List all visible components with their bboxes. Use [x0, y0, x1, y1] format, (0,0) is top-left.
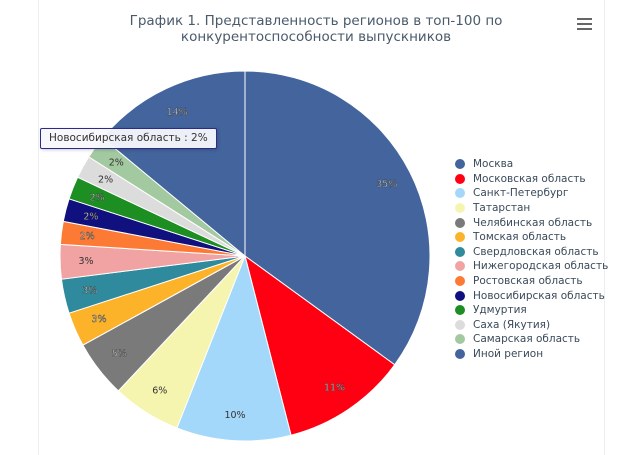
data-label: 3% [82, 286, 97, 297]
legend-label: Ростовская область [473, 275, 583, 288]
legend-item[interactable]: Нижегородская область [455, 259, 608, 274]
data-label: 2% [98, 174, 113, 185]
legend-marker [455, 203, 465, 214]
legend-item[interactable]: Московская область [455, 172, 608, 187]
data-label: 2% [83, 211, 98, 222]
tooltip: Новосибирская область : 2% [40, 128, 217, 149]
data-label: 2% [90, 192, 105, 203]
legend-label: Татарстан [473, 202, 531, 215]
legend-label: Московская область [473, 172, 586, 185]
legend-marker [455, 246, 465, 257]
legend-label: Саха (Якутия) [473, 318, 551, 331]
legend-label: Иной регион [473, 348, 544, 361]
legend-marker [455, 334, 465, 345]
legend-marker [455, 276, 465, 287]
legend-marker [455, 217, 465, 228]
legend-marker [455, 290, 465, 301]
chart-title: График 1. Представленность регионов в то… [129, 13, 503, 45]
legend-label: Свердловская область [473, 245, 599, 258]
data-label: 2% [109, 157, 124, 168]
data-label: 2% [80, 231, 95, 242]
legend-item[interactable]: Татарстан [455, 201, 608, 216]
chart-container [38, 0, 605, 455]
legend-item[interactable]: Саха (Якутия) [455, 318, 608, 333]
legend-marker [455, 188, 465, 199]
legend-marker [455, 232, 465, 243]
legend-item[interactable]: Санкт-Петербург [455, 186, 608, 201]
legend-label: Санкт-Петербург [473, 187, 569, 200]
legend-marker [455, 159, 465, 170]
legend-item[interactable]: Томская область [455, 230, 608, 245]
hamburger-menu-icon[interactable] [577, 18, 592, 32]
legend-label: Москва [473, 158, 514, 171]
legend: Москва Московская область Санкт-Петербург Т… [455, 157, 608, 361]
pie-slice[interactable] [244, 254, 396, 436]
legend-label: Челябинская область [473, 216, 593, 229]
data-label: 14% [167, 107, 188, 118]
legend-item[interactable]: Иной регион [455, 347, 608, 362]
legend-label: Самарская область [473, 333, 581, 346]
pie-slice[interactable] [244, 70, 431, 366]
data-label: 10% [224, 410, 245, 421]
legend-marker [455, 305, 465, 316]
legend-item[interactable]: Удмуртия [455, 303, 608, 318]
data-label: 35% [376, 179, 397, 190]
data-label: 3% [78, 256, 93, 267]
data-label: 5% [112, 349, 127, 360]
legend-item[interactable]: Самарская область [455, 332, 608, 347]
legend-marker [455, 349, 465, 360]
legend-item[interactable]: Ростовская область [455, 274, 608, 289]
data-label: 3% [91, 314, 106, 325]
legend-item[interactable]: Свердловская область [455, 245, 608, 260]
legend-item[interactable]: Челябинская область [455, 215, 608, 230]
legend-item[interactable]: Москва [455, 157, 608, 172]
legend-label: Новосибирская область [473, 289, 605, 302]
legend-marker [455, 173, 465, 184]
legend-marker [455, 319, 465, 330]
legend-marker [455, 261, 465, 272]
legend-label: Нижегородская область [473, 260, 609, 273]
data-label: 6% [152, 385, 167, 396]
pie-slice[interactable] [176, 254, 292, 442]
legend-label: Томская область [473, 231, 567, 244]
data-label: 11% [324, 383, 345, 394]
legend-label: Удмуртия [473, 304, 527, 317]
legend-item[interactable]: Новосибирская область [455, 288, 608, 303]
